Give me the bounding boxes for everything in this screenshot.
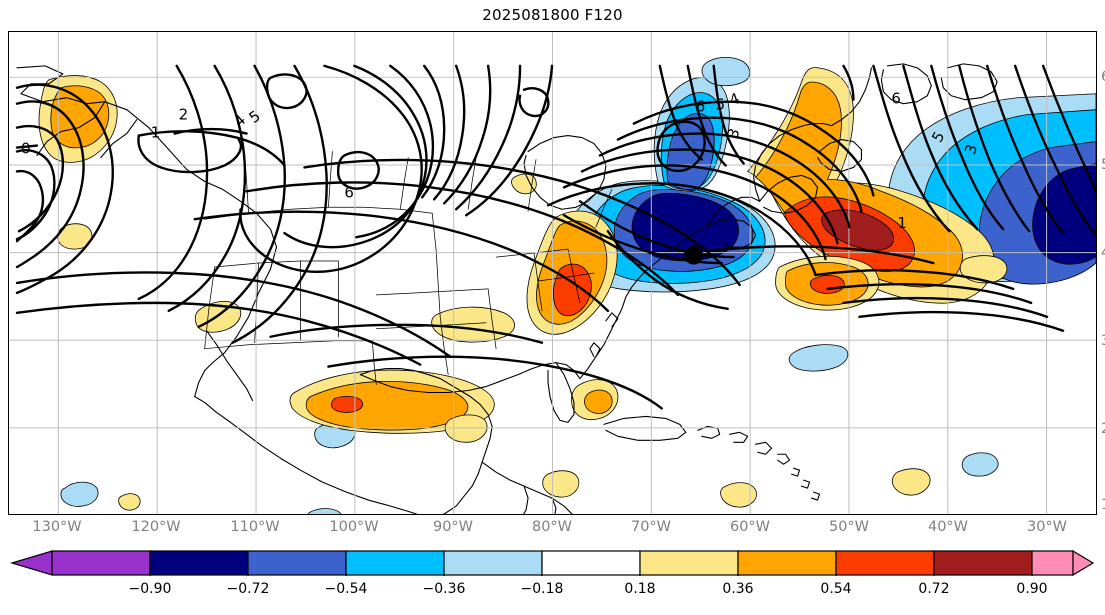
map-canvas: 0 1 2 4 5 6 6 5 4 3 6 5 3 1 — [9, 32, 1096, 514]
lon-tick-60w: 60°W — [729, 519, 771, 535]
contour-core-centatl-pos072 — [821, 209, 895, 251]
colorbar-extend-min — [9, 550, 53, 576]
contour-label-0: 0 — [21, 140, 31, 158]
contour-patch-pacific-cool — [60, 481, 99, 507]
contour-patch-pacific-cool2 — [307, 508, 342, 514]
lon-tick-80w: 80°W — [531, 519, 573, 535]
contour-patch-cuba-core — [584, 389, 613, 414]
lon-tick-30w: 30°W — [1026, 519, 1068, 535]
lat-tick-10n: 10°N — [1101, 497, 1105, 513]
contour-patch-sargasso — [788, 344, 849, 372]
contour-label-6b: 6 — [696, 98, 706, 116]
colorbar-seg-orange — [737, 550, 837, 576]
contour-label-1a: 1 — [151, 124, 161, 142]
colorbar-seg-orangered — [835, 550, 935, 576]
colorbar-tick-label-8: 0.72 — [918, 581, 950, 597]
lon-tick-90w: 90°W — [432, 519, 474, 535]
lon-tick-110w: 110°W — [230, 519, 280, 535]
colorbar-tick-label-2: −0.54 — [324, 581, 368, 597]
colorbar-seg-pink — [1031, 550, 1074, 576]
lat-tick-20n: 20°N — [1101, 421, 1105, 437]
contour-patch-pacific-warm2 — [118, 493, 141, 511]
colorbar-seg-paleyellow — [639, 550, 739, 576]
colorbar-tick-label-4: −0.18 — [520, 581, 564, 597]
colorbar-extend-max — [1072, 550, 1095, 576]
lat-tick-60n: 60°N — [1101, 69, 1105, 85]
contour-patch-carib-warm2 — [720, 482, 757, 508]
colorbar-tick-label-3: −0.36 — [422, 581, 466, 597]
contour-label-5b: 5 — [716, 96, 726, 114]
lat-tick-50n: 50°N — [1101, 157, 1105, 173]
colorbar-seg-darkred — [933, 550, 1033, 576]
colorbar-seg-lightblue — [443, 550, 543, 576]
page-title: 2025081800 F120 — [482, 6, 623, 24]
colorbar-tick-label-9: 0.90 — [1016, 581, 1048, 597]
lon-tick-100w: 100°W — [329, 519, 379, 535]
contour-label-6a: 6 — [344, 183, 354, 201]
contour-patch-labrador — [701, 56, 751, 87]
contour-label-1b: 1 — [897, 214, 907, 232]
colorbar-tick-label-5: 0.18 — [624, 581, 656, 597]
colorbar — [8, 550, 1097, 576]
lat-tick-40n: 40°N — [1101, 245, 1105, 261]
contour-patch-oval-pos054 — [809, 274, 845, 294]
colorbar-seg-purple — [51, 550, 151, 576]
contour-patch-atl-warm3 — [891, 468, 931, 496]
contour-core-swus-pos054 — [330, 396, 364, 413]
colorbar-segments — [9, 550, 1095, 576]
colorbar-seg-white — [541, 550, 641, 576]
contour-patch-carib-warm — [542, 470, 580, 498]
colorbar-canvas — [9, 550, 1095, 576]
contour-label-6c: 6 — [891, 90, 901, 108]
contour-patch-hudson-warm — [511, 173, 537, 195]
contour-patch-eastatl-warm — [959, 255, 1008, 284]
contour-patch-ohio-warm — [431, 306, 515, 343]
colorbar-tick-label-6: 0.36 — [722, 581, 754, 597]
colorbar-tick-label-0: −0.90 — [128, 581, 172, 597]
contour-label-2: 2 — [179, 106, 189, 124]
colorbar-tick-label-7: 0.54 — [820, 581, 852, 597]
contour-band-eastatl-neg072 — [1032, 163, 1096, 265]
contour-line-layer — [15, 64, 1096, 410]
contour-patch-yucatan-warm — [444, 414, 488, 443]
colorbar-tick-label-1: −0.72 — [226, 581, 270, 597]
lon-tick-70w: 70°W — [630, 519, 672, 535]
lon-tick-40w: 40°W — [927, 519, 969, 535]
lon-tick-120w: 120°W — [131, 519, 181, 535]
colorbar-ticks — [149, 575, 1033, 576]
shaded-anomaly-layer — [38, 56, 1096, 514]
colorbar-seg-navy — [149, 550, 249, 576]
cyclone-center-dot — [684, 245, 704, 265]
lon-tick-130w: 130°W — [32, 519, 82, 535]
colorbar-seg-royalblue — [247, 550, 347, 576]
map-plot-area: 0 1 2 4 5 6 6 5 4 3 6 5 3 1 — [8, 31, 1097, 515]
lon-tick-50w: 50°W — [828, 519, 870, 535]
lat-tick-30n: 30°N — [1101, 333, 1105, 349]
colorbar-seg-skyblue — [345, 550, 445, 576]
contour-patch-atlantic-cool — [961, 452, 999, 477]
